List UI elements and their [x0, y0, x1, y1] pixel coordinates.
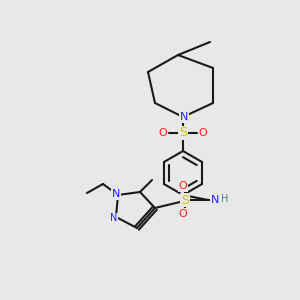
- Text: S: S: [181, 194, 189, 206]
- Text: N: N: [110, 213, 118, 223]
- Text: O: O: [178, 209, 188, 219]
- Text: S: S: [179, 127, 187, 140]
- Text: N: N: [112, 189, 120, 199]
- Text: H: H: [221, 194, 229, 204]
- Text: N: N: [211, 195, 219, 205]
- Text: O: O: [199, 128, 207, 138]
- Text: N: N: [180, 112, 188, 122]
- Text: O: O: [178, 181, 188, 191]
- Text: O: O: [159, 128, 167, 138]
